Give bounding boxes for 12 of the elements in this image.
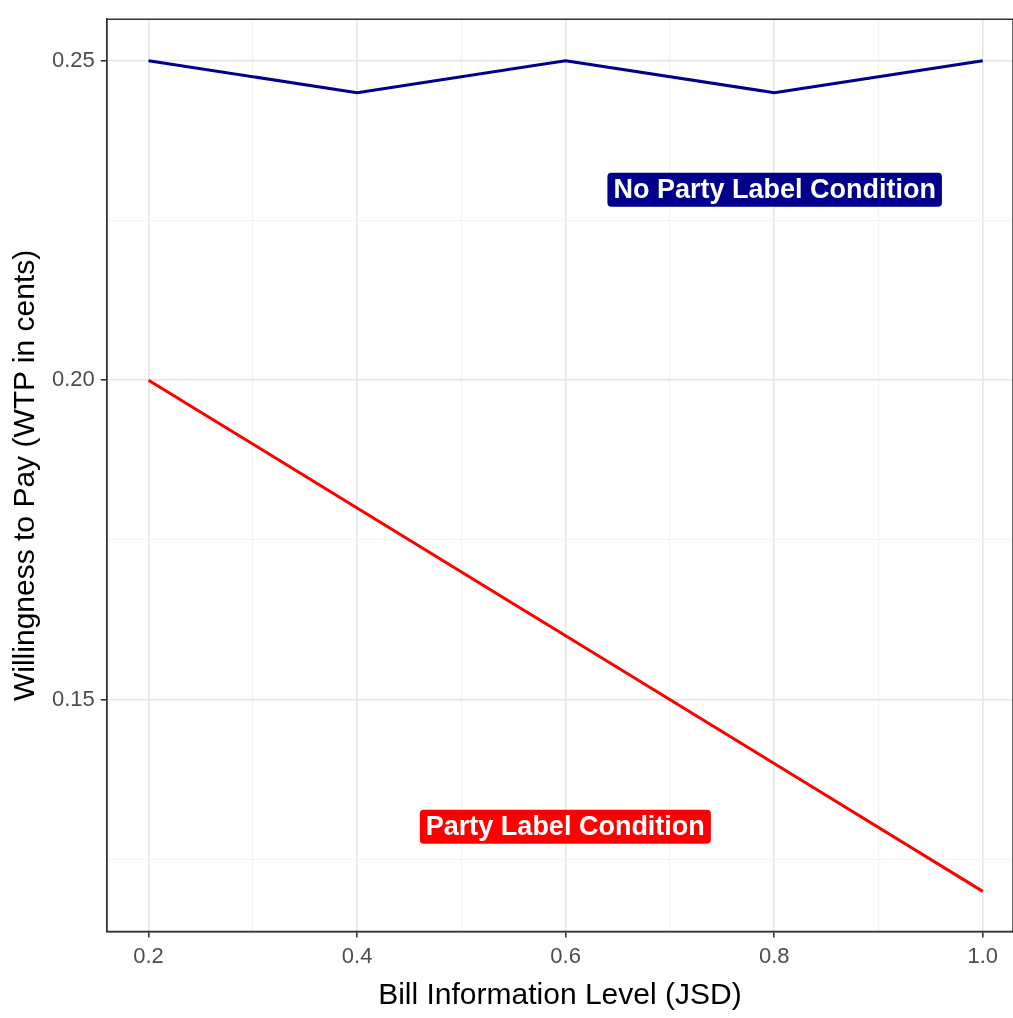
annotation: Party Label Condition — [425, 811, 705, 842]
x-tick-label: 1.0 — [967, 942, 999, 968]
x-tick-label: 0.8 — [758, 942, 790, 968]
y-tick-label: 0.20 — [51, 366, 95, 392]
y-tick-label: 0.15 — [51, 685, 95, 711]
y-axis-title: Willingness to Pay (WTP in cents) — [7, 249, 41, 702]
x-tick-label: 0.2 — [133, 942, 164, 968]
y-tick-label: 0.25 — [51, 46, 95, 72]
annotation: No Party Label Condition — [613, 174, 936, 205]
x-tick-label: 0.6 — [550, 942, 581, 968]
x-axis-title: Bill Information Level (JSD) — [378, 977, 742, 1011]
x-tick-label: 0.4 — [341, 942, 373, 968]
